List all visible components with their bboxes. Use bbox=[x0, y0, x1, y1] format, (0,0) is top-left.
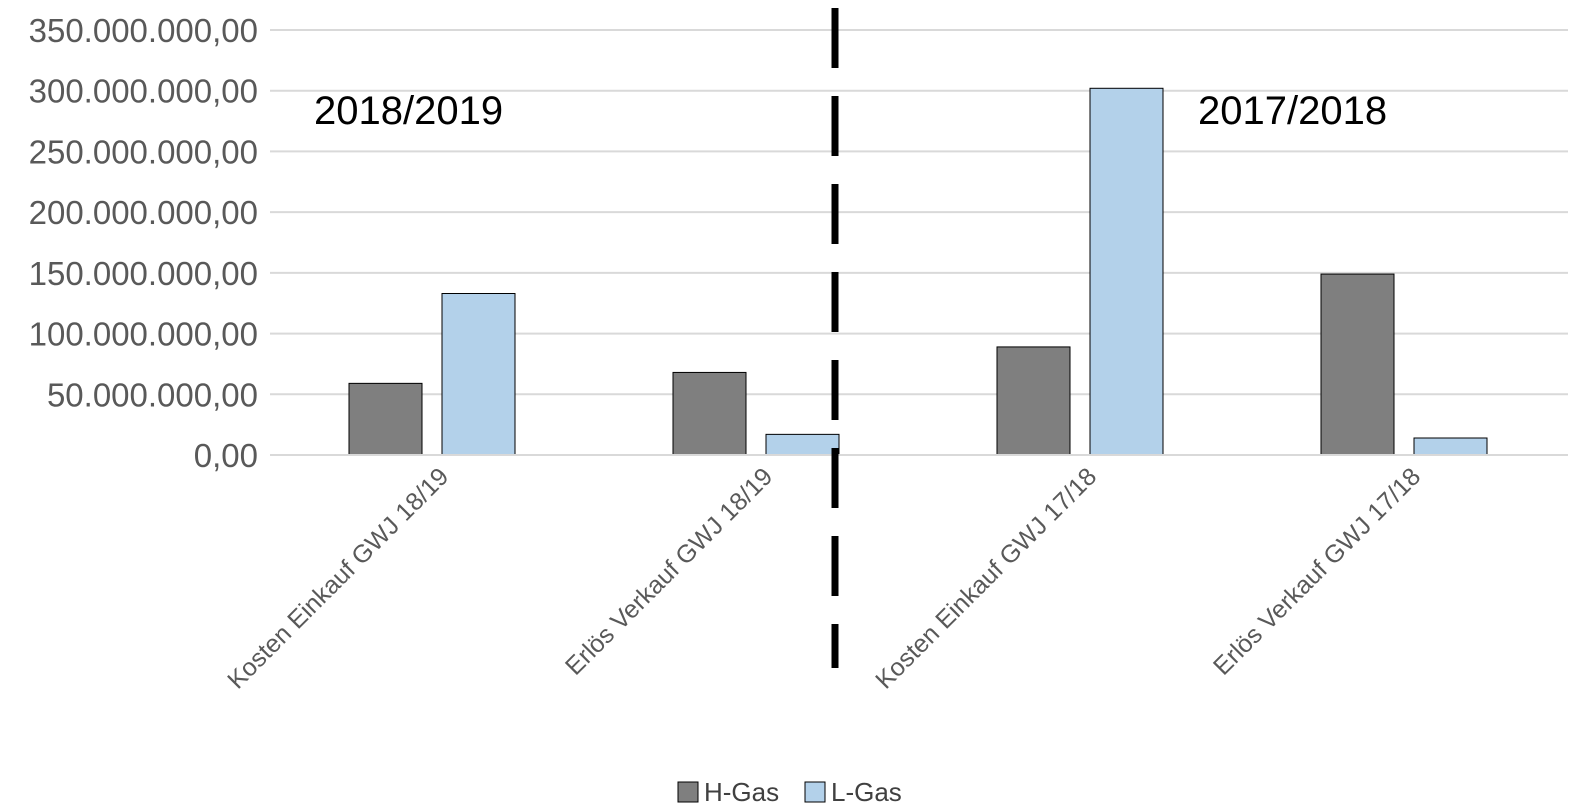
bar-l-gas bbox=[1413, 437, 1488, 456]
y-tick-label: 200.000.000,00 bbox=[29, 194, 258, 231]
y-axis-tick-labels: 0,00 50.000.000,00 100.000.000,00 150.000.0… bbox=[29, 12, 258, 474]
legend-swatch-h-gas bbox=[677, 781, 699, 803]
x-tick-label: Erlös Verkauf GWJ 18/19 bbox=[560, 462, 778, 680]
bar-l-gas bbox=[1089, 87, 1164, 456]
y-tick-label: 350.000.000,00 bbox=[29, 12, 258, 49]
annotation-2018-2019: 2018/2019 bbox=[314, 89, 503, 133]
y-tick-label: 0,00 bbox=[194, 437, 258, 474]
y-tick-label: 250.000.000,00 bbox=[29, 133, 258, 170]
bars bbox=[348, 87, 1488, 456]
x-axis-tick-labels: Kosten Einkauf GWJ 18/19 Erlös Verkauf GW… bbox=[222, 462, 1426, 694]
bar-l-gas bbox=[441, 293, 516, 456]
y-tick-label: 50.000.000,00 bbox=[47, 376, 258, 413]
x-tick-label: Erlös Verkauf GWJ 17/18 bbox=[1208, 462, 1426, 680]
legend-label-l-gas: L-Gas bbox=[831, 777, 902, 807]
bar-h-gas bbox=[672, 371, 747, 456]
bar-h-gas bbox=[348, 382, 423, 456]
y-tick-label: 300.000.000,00 bbox=[29, 73, 258, 110]
x-tick-label: Kosten Einkauf GWJ 18/19 bbox=[222, 462, 454, 694]
bar-h-gas bbox=[996, 346, 1071, 456]
bar-l-gas bbox=[765, 433, 840, 456]
legend-label-h-gas: H-Gas bbox=[704, 777, 779, 807]
legend: H-Gas L-Gas bbox=[677, 777, 902, 807]
legend-swatch-l-gas bbox=[804, 781, 826, 803]
y-tick-label: 100.000.000,00 bbox=[29, 316, 258, 353]
bar-h-gas bbox=[1320, 273, 1395, 456]
y-tick-label: 150.000.000,00 bbox=[29, 255, 258, 292]
annotation-2017-2018: 2017/2018 bbox=[1198, 89, 1387, 133]
x-tick-label: Kosten Einkauf GWJ 17/18 bbox=[870, 462, 1102, 694]
